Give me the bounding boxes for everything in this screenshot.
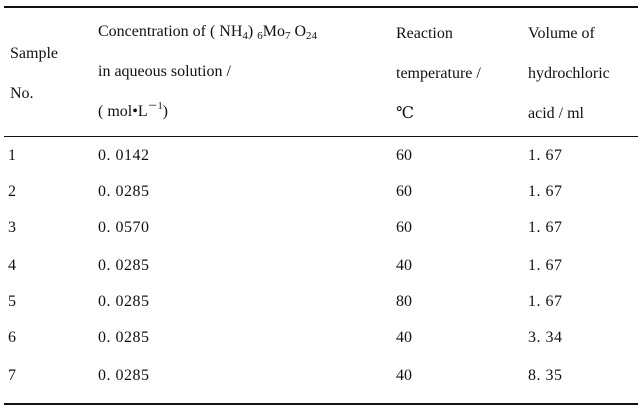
header-sample-line2: No. (10, 85, 34, 102)
table-bottom-rule (4, 403, 638, 405)
cell-hcl: 1. 67 (528, 257, 563, 274)
cell-hcl: 1. 67 (528, 183, 563, 200)
cell-hcl: 3. 34 (528, 329, 563, 346)
cell-sample: 7 (8, 367, 16, 384)
header-temperature-line2: temperature / (396, 65, 481, 82)
header-hcl-line2: hydrochloric (528, 65, 610, 82)
cell-concentration: 0. 0142 (98, 147, 150, 164)
cell-sample: 3 (8, 219, 16, 236)
cell-concentration: 0. 0285 (98, 367, 150, 384)
cell-hcl: 8. 35 (528, 367, 563, 384)
cell-sample: 1 (8, 147, 16, 164)
header-hcl-line1: Volume of (528, 25, 595, 42)
cell-sample: 5 (8, 293, 16, 310)
cell-hcl: 1. 67 (528, 147, 563, 164)
header-concentration-line1: Concentration of ( NH4) 6Mo7 O24 (98, 23, 318, 42)
table-header-rule (4, 136, 638, 137)
cell-temperature: 40 (396, 257, 412, 274)
table-top-rule (4, 6, 638, 8)
cell-sample: 6 (8, 329, 16, 346)
header-sample-line1: Sample (10, 45, 58, 62)
cell-temperature: 40 (396, 367, 412, 384)
cell-hcl: 1. 67 (528, 293, 563, 310)
header-hcl-line3: acid / ml (528, 105, 584, 122)
cell-concentration: 0. 0570 (98, 219, 150, 236)
header-temperature-line3: ℃ (396, 105, 414, 122)
cell-temperature: 80 (396, 293, 412, 310)
cell-temperature: 60 (396, 219, 412, 236)
header-concentration-line3: ( mol•L－1) (98, 101, 168, 121)
cell-sample: 2 (8, 183, 16, 200)
cell-hcl: 1. 67 (528, 219, 563, 236)
cell-temperature: 60 (396, 183, 412, 200)
cell-concentration: 0. 0285 (98, 293, 150, 310)
cell-temperature: 40 (396, 329, 412, 346)
header-temperature-line1: Reaction (396, 25, 453, 42)
cell-temperature: 60 (396, 147, 412, 164)
header-concentration-line2: in aqueous solution / (98, 63, 231, 80)
cell-concentration: 0. 0285 (98, 257, 150, 274)
cell-concentration: 0. 0285 (98, 329, 150, 346)
cell-sample: 4 (8, 257, 16, 274)
cell-concentration: 0. 0285 (98, 183, 150, 200)
